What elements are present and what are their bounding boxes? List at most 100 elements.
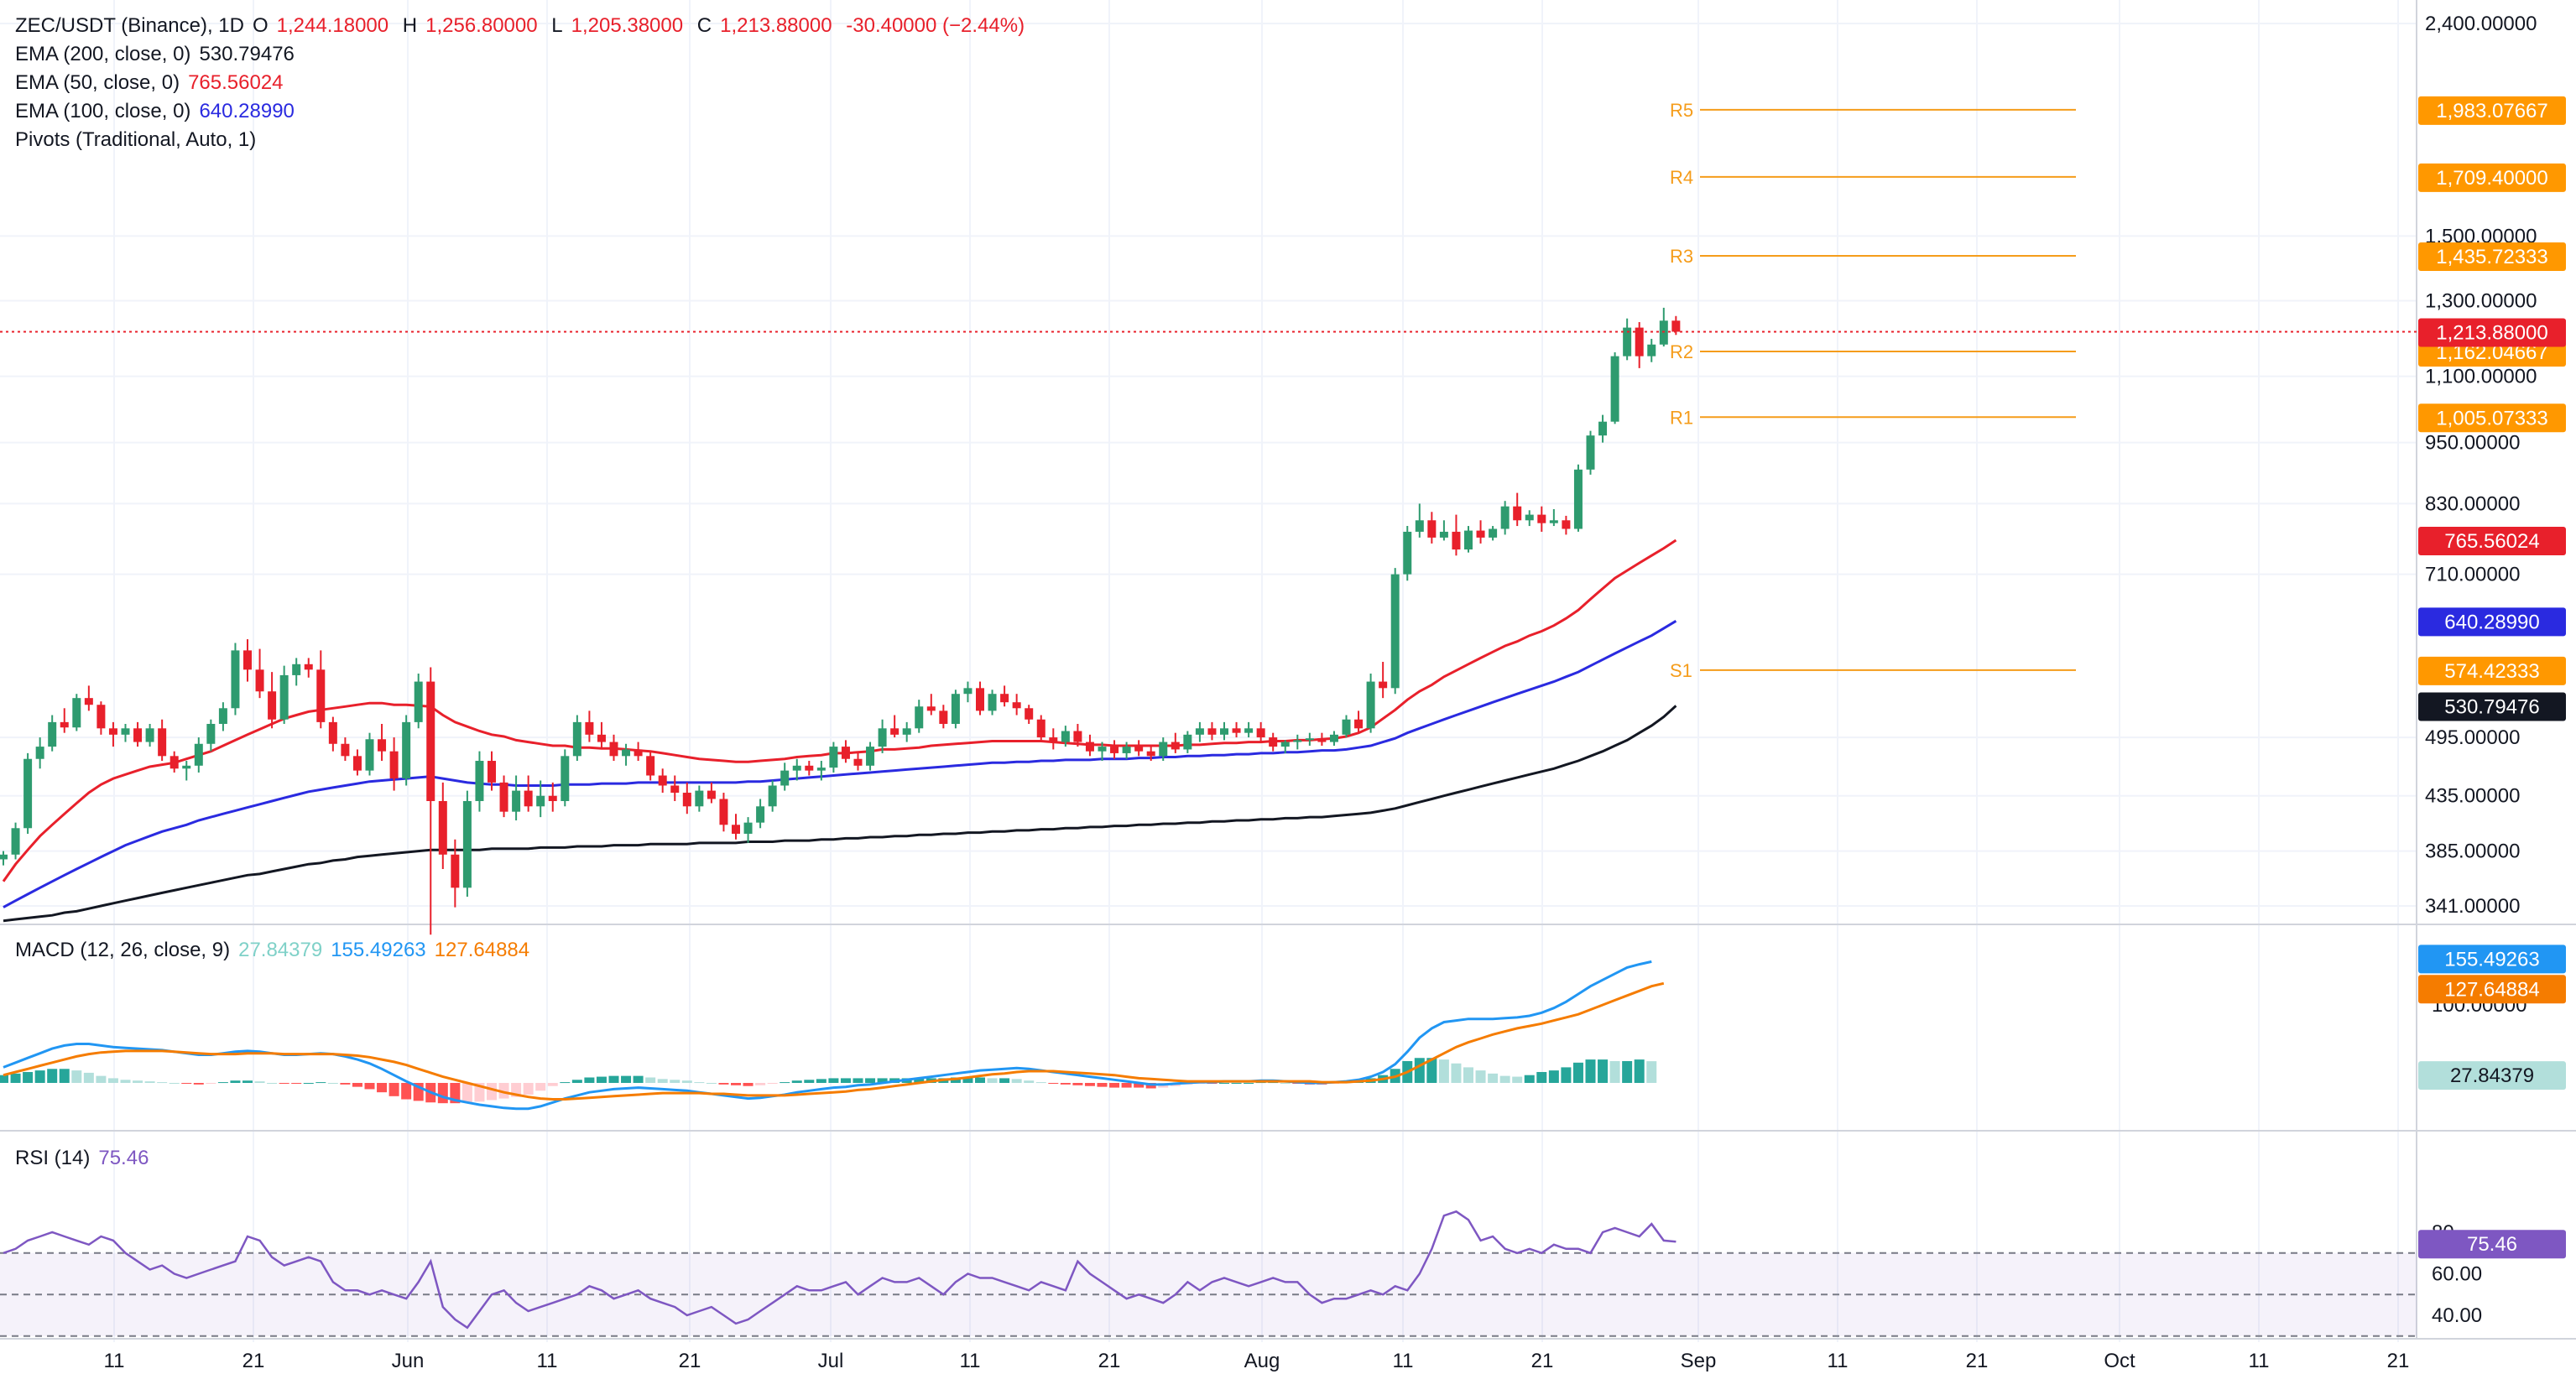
macd-signal-line: [3, 981, 1665, 1101]
macd-line-value: 155.49263: [331, 939, 426, 961]
time-axis-label: 21: [242, 1350, 265, 1372]
macd-hist-bar: [608, 1075, 619, 1083]
macd-hist-bar: [1609, 1060, 1620, 1083]
candle-body: [597, 734, 606, 742]
macd-hist-bar: [694, 1082, 705, 1084]
candle-body: [1379, 681, 1388, 689]
candle: [732, 814, 740, 840]
candle-body: [780, 770, 790, 786]
candle-body: [1549, 520, 1558, 523]
time-axis-label: 21: [1966, 1350, 1989, 1372]
pivot-name-r3: R3: [1670, 246, 1693, 267]
candle: [1207, 721, 1217, 741]
macd-hist-bar: [1011, 1079, 1022, 1083]
candle-body: [84, 698, 93, 705]
macd-hist-bar: [767, 1083, 778, 1084]
pivots-legend[interactable]: Pivots (Traditional, Auto, 1): [15, 126, 264, 154]
candle: [304, 658, 313, 678]
candle: [682, 782, 691, 814]
candle: [1366, 674, 1375, 733]
macd-hist-bar: [657, 1079, 668, 1083]
candle: [951, 690, 960, 729]
pivot-name-r5: R5: [1670, 100, 1693, 121]
candle-body: [816, 768, 826, 771]
ema100-legend[interactable]: EMA (100, close, 0) 640.28990: [15, 97, 303, 126]
candle: [890, 715, 900, 738]
rsi-legend[interactable]: RSI (14) 75.46: [15, 1144, 157, 1173]
candle-body: [719, 799, 728, 825]
candle-body: [951, 694, 960, 724]
candle: [902, 721, 911, 742]
macd-hist-bar: [206, 1083, 216, 1084]
candle: [169, 751, 179, 773]
candle: [1159, 737, 1168, 762]
candle-body: [206, 723, 216, 744]
candle-body: [988, 694, 997, 711]
candle: [231, 643, 240, 716]
candle-body: [1476, 530, 1485, 538]
candle: [1500, 501, 1510, 535]
macd-hist-bar: [1548, 1070, 1559, 1083]
macd-hist-bar: [804, 1080, 815, 1083]
macd-hist-tag-bg: [2418, 1061, 2566, 1090]
candle-body: [805, 765, 814, 771]
pivot-tag-r5: 1,983.07667: [2436, 100, 2547, 122]
candle: [853, 751, 863, 771]
macd-hist-bar: [645, 1077, 656, 1083]
macd-label: MACD (12, 26, close, 9): [15, 939, 231, 961]
ema50-legend[interactable]: EMA (50, close, 0) 765.56024: [15, 69, 292, 97]
macd-hist-bar: [670, 1080, 681, 1083]
candle: [1403, 526, 1412, 581]
candle: [572, 715, 581, 762]
macd-hist-bar: [877, 1078, 888, 1083]
candle: [585, 710, 594, 742]
candle: [1110, 740, 1119, 759]
candle: [743, 817, 753, 843]
candle: [1220, 721, 1228, 741]
macd-hist-bar: [340, 1083, 351, 1085]
candle-body: [561, 756, 570, 801]
candle: [792, 758, 801, 781]
candle: [0, 851, 8, 866]
macd-hist-bar: [83, 1072, 94, 1083]
candle: [976, 681, 984, 716]
macd-hist-value: 27.84379: [238, 939, 323, 961]
candle-body: [389, 751, 399, 779]
ema50-tag: 765.56024: [2444, 530, 2539, 553]
candle-body: [853, 758, 863, 766]
candle: [108, 721, 117, 747]
candle-body: [488, 761, 496, 783]
time-axis-label: 21: [2387, 1350, 2410, 1372]
candle-body: [48, 721, 57, 747]
pivot-tag-r1-bg: [2418, 403, 2566, 433]
candle: [206, 719, 216, 752]
candle: [255, 648, 264, 699]
macd-hist-bar: [547, 1083, 558, 1086]
candle-body: [23, 758, 33, 829]
candle-body: [585, 721, 594, 735]
candle: [1280, 740, 1290, 753]
macd-hist-bar: [401, 1083, 412, 1100]
macd-hist-bar: [999, 1078, 1010, 1083]
candle-body: [1110, 747, 1119, 753]
candle: [1573, 464, 1583, 532]
macd-hist-bar: [193, 1083, 204, 1085]
candle: [1073, 723, 1082, 747]
candle-body: [145, 728, 154, 742]
ema200-legend[interactable]: EMA (200, close, 0) 530.79476: [15, 40, 303, 69]
candle-body: [169, 756, 179, 769]
candle: [341, 737, 350, 762]
candle: [1305, 732, 1314, 746]
candle: [1598, 414, 1608, 443]
candle-body: [231, 650, 240, 709]
macd-hist-bar: [1219, 1083, 1229, 1084]
candle-body: [255, 669, 264, 692]
candle-body: [1513, 506, 1522, 521]
candle-body: [1049, 737, 1058, 742]
macd-legend[interactable]: MACD (12, 26, close, 9) 27.84379 155.49263…: [15, 936, 538, 965]
candle: [634, 742, 643, 762]
candle-body: [72, 698, 81, 728]
rsi-tick-label: 60.00: [2432, 1263, 2482, 1286]
candle-body: [878, 728, 887, 747]
